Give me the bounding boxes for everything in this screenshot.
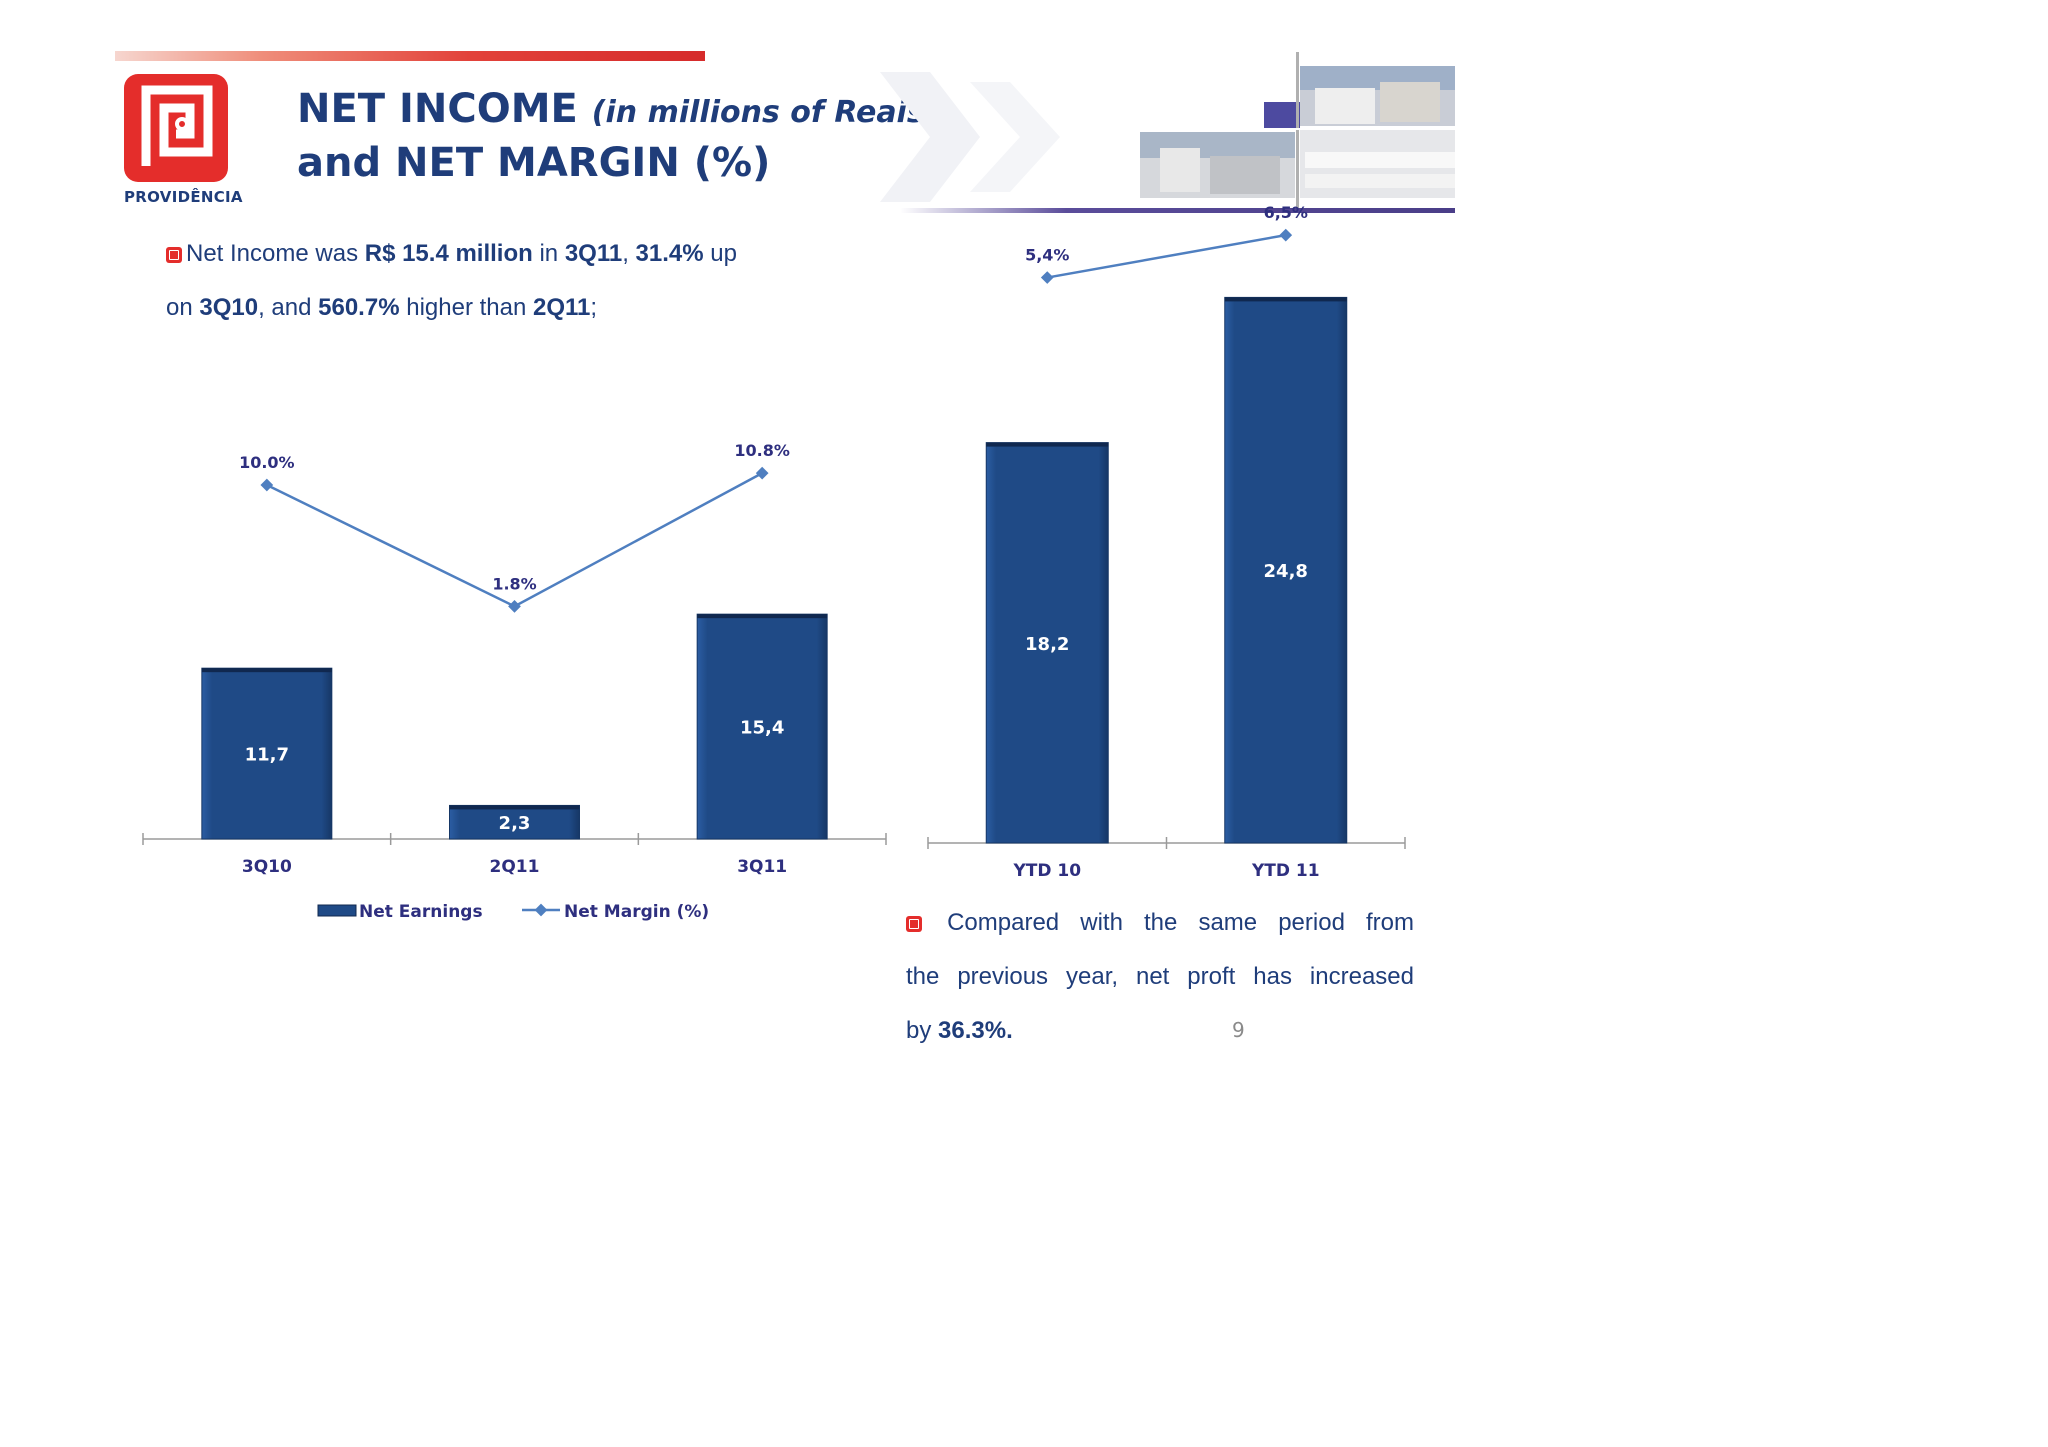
comparison-line1: Compared with the same period from [906, 896, 1414, 950]
margin-label: 10.8% [734, 441, 790, 460]
x-tick-label: 2Q11 [490, 857, 540, 877]
legend-bar-swatch [317, 904, 357, 917]
bar-value-label: 11,7 [245, 745, 289, 766]
page-title-line1: NET INCOME (in millions of Reais) [297, 86, 938, 132]
margin-point [260, 478, 274, 492]
bar-top-edge [697, 614, 828, 619]
margin-label: 1.8% [492, 574, 536, 593]
bar [696, 613, 828, 840]
bar [449, 804, 580, 840]
margin-line [1047, 233, 1286, 279]
summary-line1: Net Income was R$ 15.4 million in 3Q11, … [166, 227, 737, 281]
bar-top-edge [449, 805, 580, 810]
page-title-line2: and NET MARGIN (%) [297, 140, 771, 186]
x-tick-label: YTD 10 [1012, 861, 1081, 881]
title-main: NET INCOME [297, 86, 578, 132]
bar [1224, 296, 1348, 844]
header-divider [900, 208, 1455, 213]
summary-text: Net Income was R$ 15.4 million in 3Q11, … [166, 227, 737, 335]
page-number: 9 [1232, 1018, 1245, 1042]
comparison-text: Compared with the same period from the p… [906, 896, 1414, 1058]
legend-net-earnings: Net Earnings [359, 902, 483, 922]
summary-line2: on 3Q10, and 560.7% higher than 2Q11; [166, 294, 598, 321]
header-photo-collage [860, 52, 1460, 222]
margin-line [266, 472, 763, 608]
bar-value-label: 15,4 [740, 718, 784, 739]
x-tick-label: 3Q11 [737, 857, 787, 877]
logo-mark-icon [141, 85, 213, 166]
quarterly-chart: 11,7 3Q10 2,3 2Q11 15,4 3Q11 10.0% 1.8% 10.8% Net… [142, 441, 887, 922]
bullet-icon [906, 915, 922, 932]
margin-point [1040, 271, 1054, 284]
bar-top-edge [986, 442, 1109, 447]
margin-label: 10.0% [239, 453, 295, 472]
comparison-line3: by 36.3%. [906, 1017, 1013, 1044]
legend-net-margin: Net Margin (%) [564, 902, 709, 922]
bar-value-label: 24,8 [1264, 561, 1308, 582]
providencia-logo [124, 74, 228, 182]
legend-line-marker [534, 903, 548, 917]
margin-point [1279, 228, 1293, 242]
margin-point [508, 599, 521, 613]
margin-label: 5,4% [1025, 246, 1069, 265]
bar [985, 442, 1109, 844]
chart-legend: Net Earnings Net Margin (%) [317, 902, 709, 922]
bar-value-label: 2,3 [499, 813, 531, 834]
logo-name: PROVIDÊNCIA [124, 188, 243, 206]
bar-top-edge [1224, 297, 1347, 302]
x-tick-label: 3Q10 [242, 857, 292, 877]
bar-value-label: 18,2 [1025, 634, 1069, 655]
bullet-icon [166, 246, 182, 263]
header-accent-bar [115, 51, 705, 61]
comparison-line2: the previous year, net proft has increas… [906, 963, 1414, 990]
title-unit: (in millions of Reais) [591, 95, 939, 130]
margin-point [755, 466, 769, 480]
x-tick-label: YTD 11 [1251, 861, 1320, 881]
bar [201, 667, 333, 840]
bar-top-edge [201, 668, 332, 673]
